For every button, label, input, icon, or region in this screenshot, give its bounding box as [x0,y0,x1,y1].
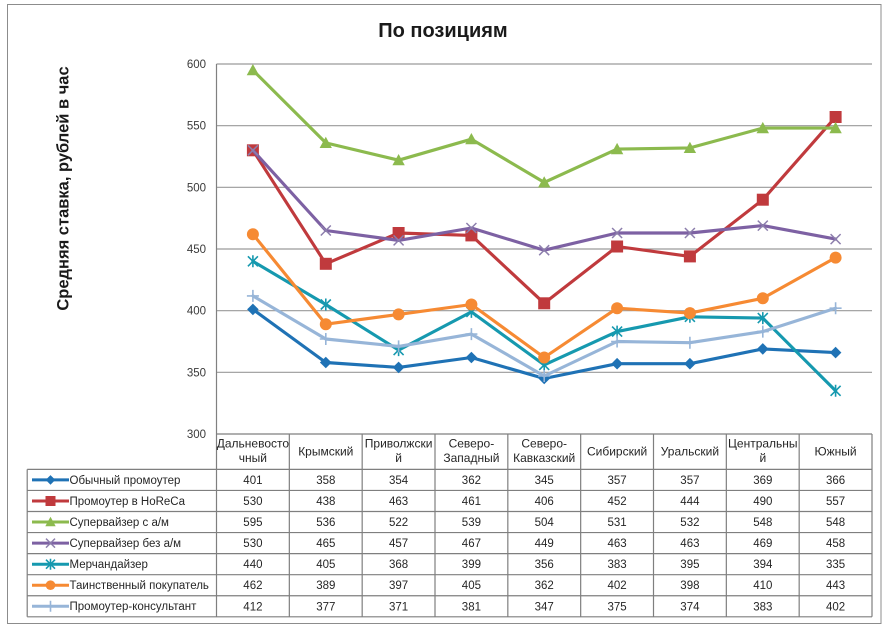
svg-text:463: 463 [608,538,627,550]
svg-text:443: 443 [826,580,845,592]
svg-text:550: 550 [187,121,206,133]
svg-text:402: 402 [608,580,627,592]
svg-text:548: 548 [826,517,845,529]
svg-text:449: 449 [535,538,554,550]
svg-text:400: 400 [187,306,206,318]
svg-text:Уральский: Уральский [661,445,719,459]
svg-text:531: 531 [608,517,627,529]
svg-text:465: 465 [316,538,335,550]
svg-text:347: 347 [535,601,554,613]
svg-text:600: 600 [187,59,206,71]
svg-text:462: 462 [243,580,262,592]
svg-text:401: 401 [243,475,262,487]
svg-text:440: 440 [243,559,262,571]
svg-text:467: 467 [462,538,481,550]
svg-text:398: 398 [680,580,699,592]
svg-text:522: 522 [389,517,408,529]
svg-text:Центральны: Центральны [728,437,798,451]
svg-text:Южный: Южный [815,445,857,459]
svg-text:366: 366 [826,475,845,487]
svg-text:375: 375 [608,601,627,613]
svg-text:Северо-: Северо- [449,437,495,451]
svg-text:457: 457 [389,538,408,550]
svg-text:368: 368 [389,559,408,571]
svg-text:406: 406 [535,496,554,508]
svg-text:357: 357 [680,475,699,487]
svg-text:405: 405 [316,559,335,571]
svg-text:394: 394 [753,559,773,571]
svg-text:402: 402 [826,601,845,613]
svg-text:444: 444 [680,496,700,508]
svg-text:354: 354 [389,475,409,487]
svg-text:395: 395 [680,559,699,571]
svg-text:383: 383 [608,559,627,571]
svg-text:504: 504 [535,517,555,529]
svg-text:469: 469 [753,538,772,550]
svg-text:356: 356 [535,559,554,571]
svg-text:Крымский: Крымский [298,445,353,459]
svg-text:357: 357 [608,475,627,487]
svg-text:Сибирский: Сибирский [587,445,647,459]
svg-text:350: 350 [187,367,206,379]
svg-text:Обычный промоутер: Обычный промоутер [70,475,181,487]
svg-text:335: 335 [826,559,845,571]
svg-text:405: 405 [462,580,481,592]
svg-text:463: 463 [389,496,408,508]
svg-text:412: 412 [243,601,262,613]
svg-text:371: 371 [389,601,408,613]
svg-text:450: 450 [187,244,206,256]
svg-text:Приволжски: Приволжски [365,437,433,451]
svg-text:381: 381 [462,601,481,613]
svg-text:374: 374 [680,601,700,613]
svg-text:490: 490 [753,496,772,508]
svg-text:500: 500 [187,182,206,194]
svg-text:Дальневосто: Дальневосто [217,437,290,451]
svg-text:Таинственный покупатель: Таинственный покупатель [70,580,209,592]
svg-text:539: 539 [462,517,481,529]
svg-text:399: 399 [462,559,481,571]
svg-text:530: 530 [243,538,262,550]
svg-text:397: 397 [389,580,408,592]
svg-text:Супервайзер с а/м: Супервайзер с а/м [70,517,170,529]
svg-text:362: 362 [535,580,554,592]
svg-text:чный: чный [239,451,267,465]
svg-text:458: 458 [826,538,845,550]
svg-text:Кавказский: Кавказский [513,451,575,465]
svg-text:300: 300 [187,429,206,441]
svg-text:345: 345 [535,475,554,487]
svg-text:Северо-: Северо- [521,437,567,451]
svg-text:358: 358 [316,475,335,487]
svg-text:Супервайзер без а/м: Супервайзер без а/м [70,538,182,550]
svg-text:Промоутер в HoReCa: Промоутер в HoReCa [70,496,186,508]
svg-text:й: й [759,451,766,465]
svg-text:557: 557 [826,496,845,508]
svg-text:362: 362 [462,475,481,487]
svg-text:Промоутер-консультант: Промоутер-консультант [70,601,198,613]
svg-text:Западный: Западный [443,451,499,465]
svg-text:452: 452 [608,496,627,508]
svg-text:536: 536 [316,517,335,529]
svg-text:530: 530 [243,496,262,508]
svg-text:595: 595 [243,517,262,529]
svg-text:463: 463 [680,538,699,550]
svg-text:532: 532 [680,517,699,529]
svg-text:377: 377 [316,601,335,613]
svg-text:й: й [395,451,402,465]
svg-text:438: 438 [316,496,335,508]
svg-text:389: 389 [316,580,335,592]
svg-text:410: 410 [753,580,772,592]
svg-text:369: 369 [753,475,772,487]
svg-text:383: 383 [753,601,772,613]
svg-text:461: 461 [462,496,481,508]
svg-text:Мерчандайзер: Мерчандайзер [70,559,148,571]
svg-text:548: 548 [753,517,772,529]
